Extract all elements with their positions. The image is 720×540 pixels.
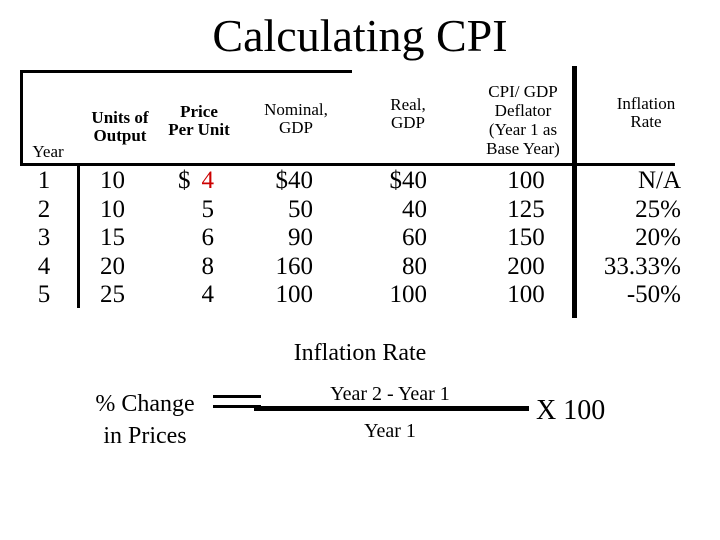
header-units-line2: Output [93, 126, 147, 145]
page-title: Calculating CPI [212, 10, 508, 61]
header-cpi-line3: (Year 1 as [488, 120, 558, 139]
table-top-border [20, 70, 352, 73]
table-cell-real: 60 [402, 224, 427, 252]
column-price: 4 5 6 8 4 [190, 167, 215, 310]
formula-lhs-line2: in Prices [103, 423, 187, 449]
header-price: Price Per Unit [158, 103, 240, 139]
cpi-column-divider [572, 66, 577, 318]
column-units: 10 10 15 20 25 [100, 167, 150, 310]
formula-lhs: % Change in Prices [60, 388, 230, 452]
table-cell-cpi: 100 [507, 281, 545, 309]
table-left-border [20, 70, 23, 166]
header-price-line1: Price [180, 102, 218, 121]
table-cell-price: 8 [201, 252, 215, 280]
header-inflation: Inflation Rate [596, 95, 696, 131]
table-cell-cpi: 150 [507, 224, 545, 252]
table-cell-year: 3 [37, 224, 51, 252]
table-cell-real: 100 [389, 281, 428, 309]
table-cell-inflation: N/A [637, 167, 681, 194]
column-real: $40 40 60 80 100 [360, 167, 428, 310]
table-cell-real: 80 [402, 252, 427, 280]
formula-numerator: Year 2 - Year 1 [330, 383, 450, 405]
table-cell-inflation: 25% [635, 195, 681, 223]
table-cell-units: 15 [100, 224, 125, 252]
column-nominal: $40 50 90 160 100 [240, 167, 314, 310]
header-separator [20, 163, 675, 166]
header-nominal: Nominal, GDP [246, 101, 346, 137]
table-cell-nominal: $40 [275, 167, 314, 194]
table-cell-price: 4 [201, 281, 215, 309]
table-cell-inflation: -50% [626, 281, 681, 309]
formula-denominator: Year 1 [364, 420, 416, 442]
table-cell-units: 10 [100, 167, 125, 194]
table-cell-nominal: 160 [275, 252, 314, 280]
table-cell-cpi: 100 [507, 167, 545, 194]
header-nominal-line2: GDP [278, 118, 313, 137]
formula-multiplier: X 100 [536, 395, 606, 426]
table-cell-real: $40 [389, 167, 428, 194]
header-year: Year [32, 142, 64, 161]
header-real: Real, GDP [368, 96, 448, 132]
fraction-bar [254, 406, 529, 411]
table-cell-price: 4 [201, 167, 215, 194]
formula-title: Inflation Rate [293, 340, 427, 366]
header-inflation-line2: Rate [630, 112, 662, 131]
header-real-line1: Real, [390, 95, 426, 114]
table-cell-year: 5 [37, 281, 51, 309]
header-price-line2: Per Unit [168, 120, 230, 139]
table-cell-inflation: 20% [635, 224, 681, 252]
column-cpi: 100 125 150 200 100 [486, 167, 566, 310]
table-cell-nominal: 90 [288, 224, 313, 252]
header-units: Units of Output [84, 109, 156, 145]
equals-sign [213, 393, 261, 413]
header-nominal-line1: Nominal, [264, 100, 328, 119]
table-cell-units: 25 [100, 281, 125, 309]
table-cell-year: 1 [37, 167, 51, 194]
table-cell-price: 6 [201, 224, 215, 252]
table-cell-inflation: 33.33% [603, 252, 681, 280]
header-units-line1: Units of [91, 108, 149, 127]
table-cell-units: 20 [100, 252, 125, 280]
table-cell-units: 10 [100, 195, 125, 223]
column-inflation: N/A 25% 20% 33.33% -50% [580, 167, 681, 310]
table-cell-nominal: 50 [288, 195, 313, 223]
table-cell-year: 4 [37, 252, 51, 280]
table-cell-cpi: 125 [507, 195, 545, 223]
header-cpi-line2: Deflator [494, 101, 552, 120]
formula-lhs-line1: % Change [95, 391, 195, 417]
header-inflation-line1: Inflation [616, 94, 676, 113]
header-real-line2: GDP [390, 113, 425, 132]
column-year: 1 2 3 4 5 [24, 167, 64, 310]
table-cell-price: 5 [201, 195, 215, 223]
table-cell-nominal: 100 [275, 281, 314, 309]
table-cell-real: 40 [402, 195, 427, 223]
table-cell-year: 2 [37, 195, 51, 223]
header-cpi: CPI/ GDP Deflator (Year 1 as Base Year) [468, 82, 578, 158]
header-cpi-line4: Base Year) [486, 139, 560, 158]
year-column-divider [77, 163, 80, 308]
header-cpi-line1: CPI/ GDP [488, 82, 558, 101]
table-cell-cpi: 200 [507, 252, 545, 280]
price-currency-symbol: $ [178, 167, 191, 194]
